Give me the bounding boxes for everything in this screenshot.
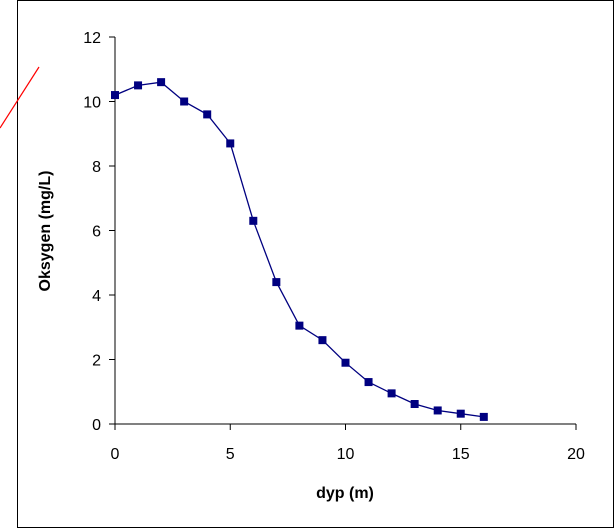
x-tick-label: 10 xyxy=(337,446,355,463)
data-point xyxy=(157,78,166,87)
data-point xyxy=(272,278,281,287)
data-point xyxy=(203,110,212,119)
y-tick-label: 0 xyxy=(92,417,101,434)
y-tick-label: 2 xyxy=(92,353,101,370)
data-point xyxy=(249,216,258,225)
data-point xyxy=(410,400,419,409)
data-point xyxy=(295,321,304,330)
y-tick-label: 12 xyxy=(83,30,101,47)
data-point xyxy=(226,139,235,148)
data-point xyxy=(364,378,373,387)
data-point xyxy=(180,97,189,106)
x-tick-label: 5 xyxy=(226,446,235,463)
data-point xyxy=(111,91,119,100)
data-point xyxy=(134,81,143,90)
y-tick-label: 10 xyxy=(83,95,101,112)
x-tick-label: 0 xyxy=(111,446,120,463)
x-axis-title: dyp (m) xyxy=(316,485,374,502)
ticks: 0 2 4 6 8 10 12 0 5 10 15 20 xyxy=(83,30,585,463)
x-tick-label: 15 xyxy=(452,446,470,463)
data-point xyxy=(341,358,350,367)
y-axis-title: Oksygen (mg/L) xyxy=(37,171,54,292)
data-point xyxy=(433,406,442,415)
series-layer xyxy=(111,78,488,421)
y-tick-label: 6 xyxy=(92,224,101,241)
data-point xyxy=(387,389,396,398)
x-tick-label: 20 xyxy=(567,446,585,463)
y-tick-label: 8 xyxy=(92,159,101,176)
y-tick-label: 4 xyxy=(92,288,101,305)
chart-border xyxy=(17,0,614,528)
data-point xyxy=(479,412,488,421)
data-point xyxy=(318,336,327,345)
data-point xyxy=(456,409,465,418)
red-annotation-line xyxy=(0,66,40,129)
